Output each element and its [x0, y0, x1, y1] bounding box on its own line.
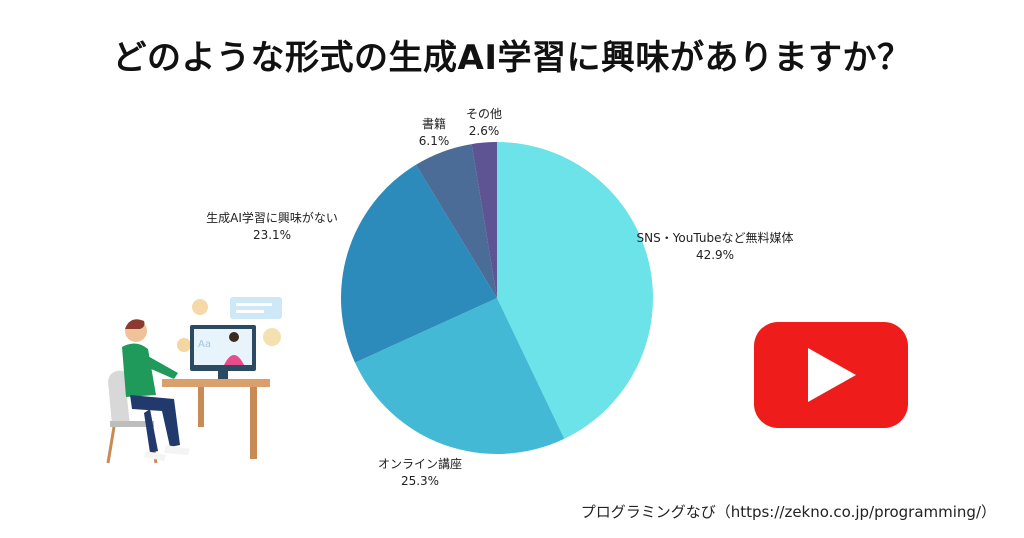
pie-slice-5 — [471, 142, 497, 298]
slice-label-2: オンライン講座 — [378, 456, 462, 471]
slice-label-1: SNS・YouTubeなど無料媒体 — [636, 230, 793, 245]
slice-label-4: 書籍 — [422, 116, 446, 131]
slice-value-1: 42.9% — [696, 248, 734, 262]
youtube-logo — [754, 322, 908, 428]
pie-slice-4 — [415, 144, 497, 298]
slice-label-3: 生成AI学習に興味がない — [206, 210, 338, 225]
slice-value-2: 25.3% — [401, 474, 439, 488]
chart-title: どのような形式の生成AI学習に興味がありますか？ — [112, 38, 912, 78]
svg-text:Aa: Aa — [198, 339, 211, 350]
slice-value-4: 6.1% — [419, 134, 450, 148]
pie-slice-1 — [497, 142, 653, 439]
slice-label-5: その他 — [466, 107, 502, 121]
pie-slice-2 — [355, 298, 565, 454]
person-at-computer-illustration: Aa — [106, 297, 282, 464]
slice-value-5: 2.6% — [469, 124, 500, 138]
pie-slice-3 — [340, 164, 497, 363]
source-credit: プログラミングなび（https://zekno.co.jp/programmin… — [580, 503, 996, 521]
slice-value-3: 23.1% — [253, 228, 291, 242]
